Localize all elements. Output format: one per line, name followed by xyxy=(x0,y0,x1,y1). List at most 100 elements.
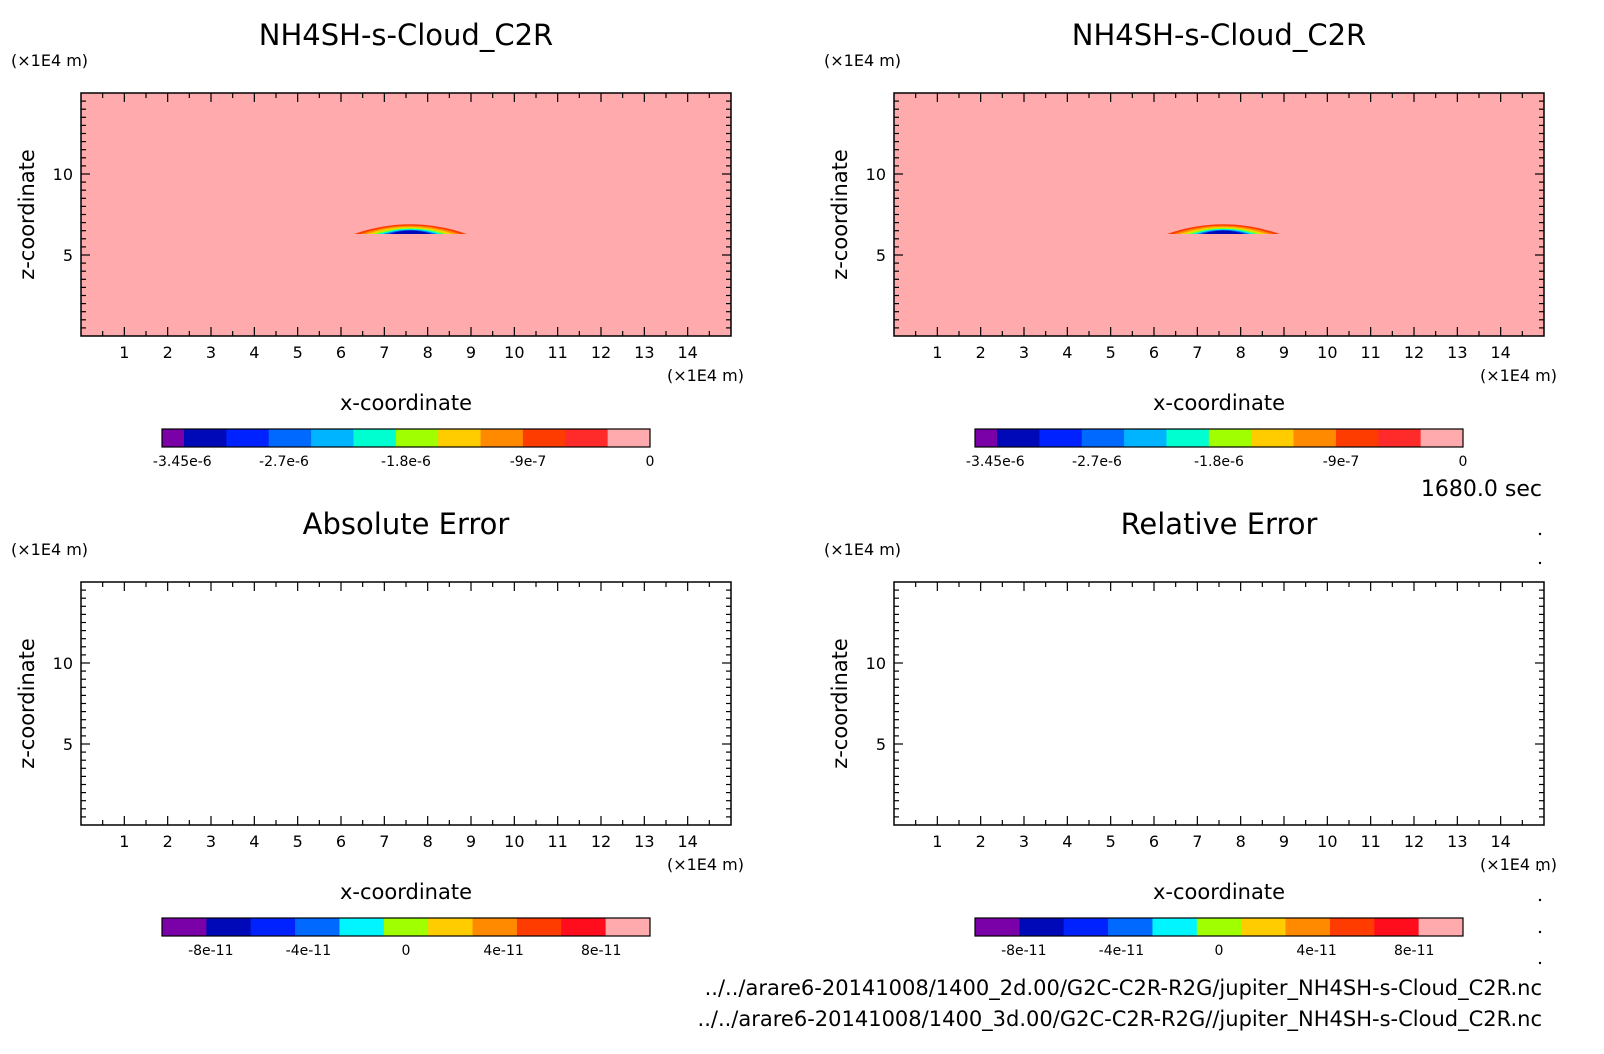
colorbar-segment xyxy=(565,429,609,447)
colorbar-tick-label: 0 xyxy=(402,943,411,959)
colorbar-segment xyxy=(1166,429,1210,447)
colorbar-segment xyxy=(1019,918,1065,936)
colorbar-segment xyxy=(1251,429,1295,447)
colorbar-frame xyxy=(161,428,651,448)
x-tick-label: 3 xyxy=(1019,832,1029,851)
x-tick-label: 9 xyxy=(1279,343,1289,362)
y-tick-label: 5 xyxy=(63,246,73,265)
colorbar-segment xyxy=(1152,918,1198,936)
chart-panel-1: NH4SH-s-Cloud_C2R(×1E4 m)1 2 3 4 5 6 7 8 9 10 11 12… xyxy=(11,18,744,470)
x-tick-label: 8 xyxy=(1236,343,1246,362)
colorbar-frame xyxy=(974,917,1464,937)
x-tick-label: 1 xyxy=(932,343,942,362)
x-tick-label: 7 xyxy=(379,343,389,362)
x-tick-label: 13 xyxy=(634,343,654,362)
colorbar-segment xyxy=(561,918,607,936)
x-tick-label: 7 xyxy=(1192,343,1202,362)
x-tick-label: 1 xyxy=(119,343,129,362)
x-tick-label: 4 xyxy=(1062,343,1072,362)
colorbar-segment xyxy=(383,918,429,936)
x-tick-label: 2 xyxy=(976,343,986,362)
y-unit-label: (×1E4 m) xyxy=(824,51,901,70)
colorbar-tick-label: 0 xyxy=(1215,943,1224,959)
colorbar-segment xyxy=(295,918,340,936)
x-tick-label: 9 xyxy=(466,343,476,362)
y-unit-label: (×1E4 m) xyxy=(11,540,88,559)
x-unit-label: (×1E4 m) xyxy=(667,855,744,874)
footer-path-2d: ../../arare6-20141008/1400_2d.00/G2C-C2R… xyxy=(705,976,1542,1001)
x-tick-label: 1 xyxy=(119,832,129,851)
x-tick-label: 6 xyxy=(336,343,346,362)
cloud-anomaly xyxy=(354,224,467,234)
colorbar-tick-label: -9e-7 xyxy=(510,454,547,470)
x-tick-label: 6 xyxy=(1149,343,1159,362)
y-unit-label: (×1E4 m) xyxy=(11,51,88,70)
colorbar-tick-label: 4e-11 xyxy=(1296,943,1336,959)
x-unit-label: (×1E4 m) xyxy=(667,366,744,385)
colorbar-tick-label: -8e-11 xyxy=(188,943,233,959)
colorbar-segment xyxy=(339,918,385,936)
y-tick-label: 10 xyxy=(53,654,73,673)
cloud-contour-band xyxy=(388,230,432,234)
colorbar-segment xyxy=(162,429,185,447)
cloud-contour-band xyxy=(1201,230,1245,234)
colorbar-segment xyxy=(975,429,998,447)
chart-title: Relative Error xyxy=(1121,507,1318,541)
colorbar-tick-label: -8e-11 xyxy=(1001,943,1046,959)
colorbar-segment xyxy=(428,918,474,936)
y-tick-label: 10 xyxy=(53,165,73,184)
x-tick-label: 4 xyxy=(249,832,259,851)
y-tick-label: 5 xyxy=(876,246,886,265)
plot-area xyxy=(894,93,1544,336)
x-tick-label: 13 xyxy=(1447,832,1467,851)
plot-area xyxy=(81,93,731,336)
colorbar-segment xyxy=(522,429,566,447)
x-tick-label: 12 xyxy=(591,832,611,851)
colorbar-segment xyxy=(1241,918,1287,936)
colorbar-segment xyxy=(480,429,524,447)
colorbar-segment xyxy=(162,918,207,936)
colorbar-segment xyxy=(607,429,651,447)
colorbar: -3.45e-6 -2.7e-6 -1.8e-6 -9e-7 0 xyxy=(966,428,1467,470)
x-axis-label: x-coordinate xyxy=(340,880,472,904)
chart-panel-2: NH4SH-s-Cloud_C2R(×1E4 m)1 2 3 4 5 6 7 8 9 10 11 12… xyxy=(824,18,1557,470)
x-tick-label: 4 xyxy=(1062,832,1072,851)
colorbar-tick-label: -3.45e-6 xyxy=(966,454,1025,470)
x-tick-label: 11 xyxy=(547,832,567,851)
chart-title: NH4SH-s-Cloud_C2R xyxy=(1072,18,1366,52)
colorbar-segment xyxy=(1081,429,1125,447)
colorbar-segment xyxy=(353,429,397,447)
x-tick-label: 11 xyxy=(1360,832,1380,851)
x-tick-label: 5 xyxy=(1106,343,1116,362)
x-tick-label: 3 xyxy=(1019,343,1029,362)
x-tick-label: 7 xyxy=(1192,832,1202,851)
y-tick-label: 5 xyxy=(63,735,73,754)
colorbar-segment xyxy=(1063,918,1109,936)
colorbar-tick-label: 0 xyxy=(646,454,655,470)
x-tick-label: 14 xyxy=(677,832,697,851)
y-tick-label: 10 xyxy=(866,165,886,184)
colorbar: -3.45e-6 -2.7e-6 -1.8e-6 -9e-7 0 xyxy=(153,428,655,470)
colorbar-segment xyxy=(206,918,252,936)
colorbar-segment xyxy=(1335,429,1379,447)
colorbar-segment xyxy=(997,429,1040,447)
x-tick-label: 5 xyxy=(293,343,303,362)
colorbar-segment xyxy=(1378,429,1422,447)
chart-title: NH4SH-s-Cloud_C2R xyxy=(259,18,553,52)
x-tick-label: 8 xyxy=(423,832,433,851)
x-tick-label: 5 xyxy=(293,832,303,851)
x-tick-label: 11 xyxy=(547,343,567,362)
colorbar-segment xyxy=(395,429,439,447)
colorbar-tick-label: -1.8e-6 xyxy=(1194,454,1244,470)
x-tick-label: 14 xyxy=(1490,832,1510,851)
plot-area xyxy=(81,582,731,825)
colorbar-segment xyxy=(1420,429,1464,447)
colorbar-segment xyxy=(226,429,270,447)
plot-area xyxy=(894,582,1544,825)
chart-title: Absolute Error xyxy=(303,507,510,541)
x-tick-label: 6 xyxy=(336,832,346,851)
colorbar-segment xyxy=(1285,918,1331,936)
x-unit-label: (×1E4 m) xyxy=(1480,855,1557,874)
x-tick-label: 12 xyxy=(1404,832,1424,851)
x-tick-label: 11 xyxy=(1360,343,1380,362)
